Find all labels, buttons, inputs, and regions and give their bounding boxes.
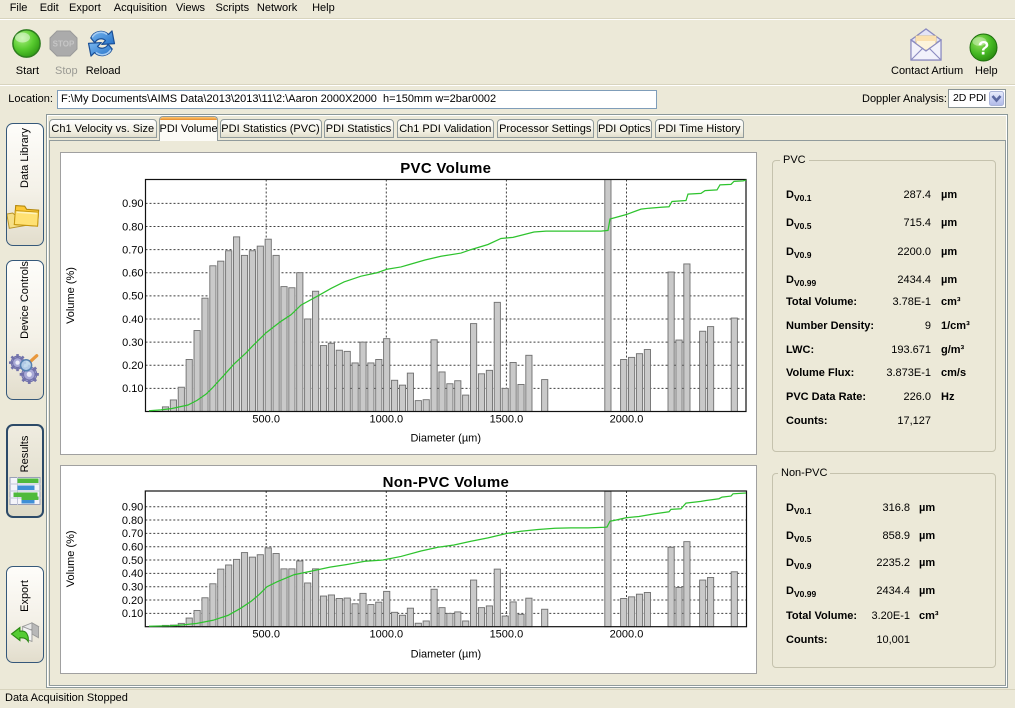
svg-text:0.30: 0.30 [122,582,143,594]
svg-text:0.90: 0.90 [122,198,143,210]
svg-text:0.60: 0.60 [122,268,143,280]
svg-text:0.80: 0.80 [122,221,143,233]
svg-text:Non-PVC Volume: Non-PVC Volume [383,474,509,491]
svg-text:1500.0: 1500.0 [490,414,524,426]
svg-text:0.10: 0.10 [122,383,143,395]
svg-text:0.80: 0.80 [122,515,143,527]
svg-text:0.60: 0.60 [122,542,143,554]
svg-text:0.40: 0.40 [122,314,143,326]
svg-text:0.50: 0.50 [122,291,143,303]
svg-text:0.50: 0.50 [122,555,143,567]
svg-text:Volume (%): Volume (%) [65,530,77,587]
svg-text:0.70: 0.70 [122,244,143,256]
svg-text:1000.0: 1000.0 [369,414,403,426]
svg-text:Diameter (µm): Diameter (µm) [411,649,482,661]
svg-text:2000.0: 2000.0 [610,414,644,426]
svg-text:0.30: 0.30 [122,337,143,349]
svg-text:Diameter (µm): Diameter (µm) [410,433,481,445]
svg-text:?: ? [978,39,990,60]
svg-text:1000.0: 1000.0 [369,629,403,641]
svg-text:0.70: 0.70 [122,528,143,540]
svg-text:Volume (%): Volume (%) [65,267,77,324]
svg-text:500.0: 500.0 [252,414,280,426]
svg-text:1500.0: 1500.0 [490,629,524,641]
svg-text:0.20: 0.20 [122,360,143,372]
svg-text:STOP: STOP [53,40,75,49]
svg-text:0.90: 0.90 [122,502,143,514]
svg-text:0.20: 0.20 [122,595,143,607]
svg-text:2000.0: 2000.0 [610,629,644,641]
svg-text:0.10: 0.10 [122,608,143,620]
svg-text:PVC Volume: PVC Volume [400,160,491,177]
svg-text:500.0: 500.0 [252,629,280,641]
svg-text:0.40: 0.40 [122,568,143,580]
